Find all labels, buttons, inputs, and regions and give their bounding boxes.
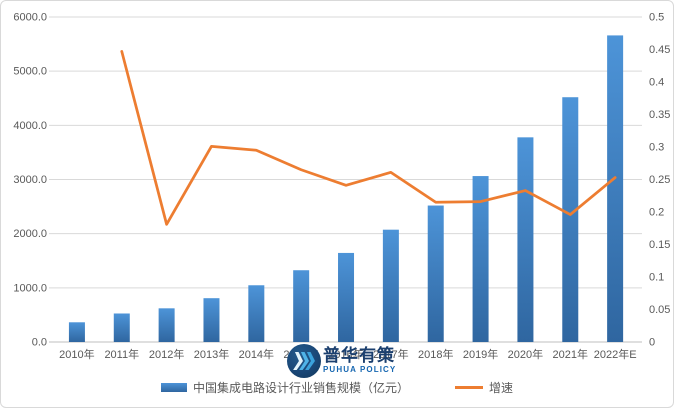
- y-axis-right-tick-label: 0: [649, 337, 655, 349]
- y-axis-left-tick-label: 2000.0: [13, 228, 47, 240]
- sales-bar: [158, 308, 175, 342]
- legend-label-growth: 增速: [489, 381, 514, 395]
- watermark-logo: 普华有策 PUHUA POLICY: [287, 344, 396, 378]
- x-axis-tick-label: 2021年: [553, 347, 588, 361]
- y-axis-left-tick-label: 4000.0: [13, 120, 47, 132]
- watermark-text: 普华有策 PUHUA POLICY: [323, 344, 396, 375]
- y-axis-left-tick-label: 3000.0: [13, 174, 47, 186]
- x-axis-tick-label: 2010年: [59, 347, 94, 361]
- y-axis-right-tick-label: 0.45: [649, 44, 670, 56]
- watermark-title: 普华有策: [323, 346, 395, 365]
- legend-item-growth: 增速: [455, 379, 513, 396]
- growth-line: [120, 50, 617, 226]
- y-axis-right-tick-label: 0.3: [649, 142, 664, 154]
- x-axis-tick-label: 2014年: [239, 347, 274, 361]
- legend-item-sales: 中国集成电路设计行业销售规模（亿元）: [160, 379, 409, 396]
- y-axis-right-tick-label: 0.2: [649, 207, 664, 219]
- watermark-subtitle: PUHUA POLICY: [323, 365, 397, 374]
- x-axis-tick-label: 2022年E: [594, 347, 637, 361]
- x-axis-tick-label: 2019年: [463, 347, 498, 361]
- y-axis-right-tick-label: 0.1: [649, 272, 664, 284]
- sales-bar: [607, 35, 624, 343]
- x-axis-tick-label: 2016年: [328, 347, 363, 361]
- x-axis-tick-label: 2018年: [418, 347, 453, 361]
- y-axis-left-tick-label: 1000.0: [13, 282, 47, 294]
- y-axis-right-tick-label: 0.35: [649, 109, 670, 121]
- y-axis-right-tick-label: 0.15: [649, 239, 670, 251]
- sales-bar: [562, 97, 579, 343]
- x-axis-tick-label: 2013年: [194, 347, 229, 361]
- x-axis-tick-label: 2017年: [373, 347, 408, 361]
- triple-chevron-icon: [293, 352, 316, 370]
- x-axis-tick-label: 2011年: [104, 347, 139, 361]
- sales-bar: [427, 205, 444, 342]
- legend: 中国集成电路设计行业销售规模（亿元） 增速: [1, 379, 673, 396]
- sales-bar: [203, 298, 220, 342]
- sales-bar: [293, 270, 310, 342]
- sales-bar: [517, 137, 534, 342]
- y-axis-left-tick-label: 0.0: [32, 337, 47, 349]
- sales-bar: [338, 252, 355, 342]
- puhua-logo-icon: [287, 344, 321, 378]
- line-series-swatch-icon: [455, 386, 483, 389]
- sales-bar: [382, 229, 399, 342]
- sales-bar: [113, 313, 130, 342]
- y-axis-right-tick-label: 0.4: [649, 77, 664, 89]
- y-axis-left-tick-label: 5000.0: [13, 66, 47, 78]
- bar-series-swatch-icon: [160, 383, 187, 392]
- y-axis-right-tick-label: 0.5: [649, 12, 664, 24]
- sales-bar: [472, 176, 489, 342]
- y-axis-right-tick-label: 0.25: [649, 174, 670, 186]
- y-axis-right-tick-label: 0.05: [649, 304, 670, 316]
- legend-label-sales: 中国集成电路设计行业销售规模（亿元）: [192, 381, 409, 395]
- y-axis-left-tick-label: 6000.0: [13, 12, 47, 24]
- x-axis-tick-label: 2020年: [508, 347, 543, 361]
- x-axis-tick-label: 2012年: [149, 347, 184, 361]
- sales-bar: [68, 322, 85, 342]
- sales-bar: [248, 285, 265, 342]
